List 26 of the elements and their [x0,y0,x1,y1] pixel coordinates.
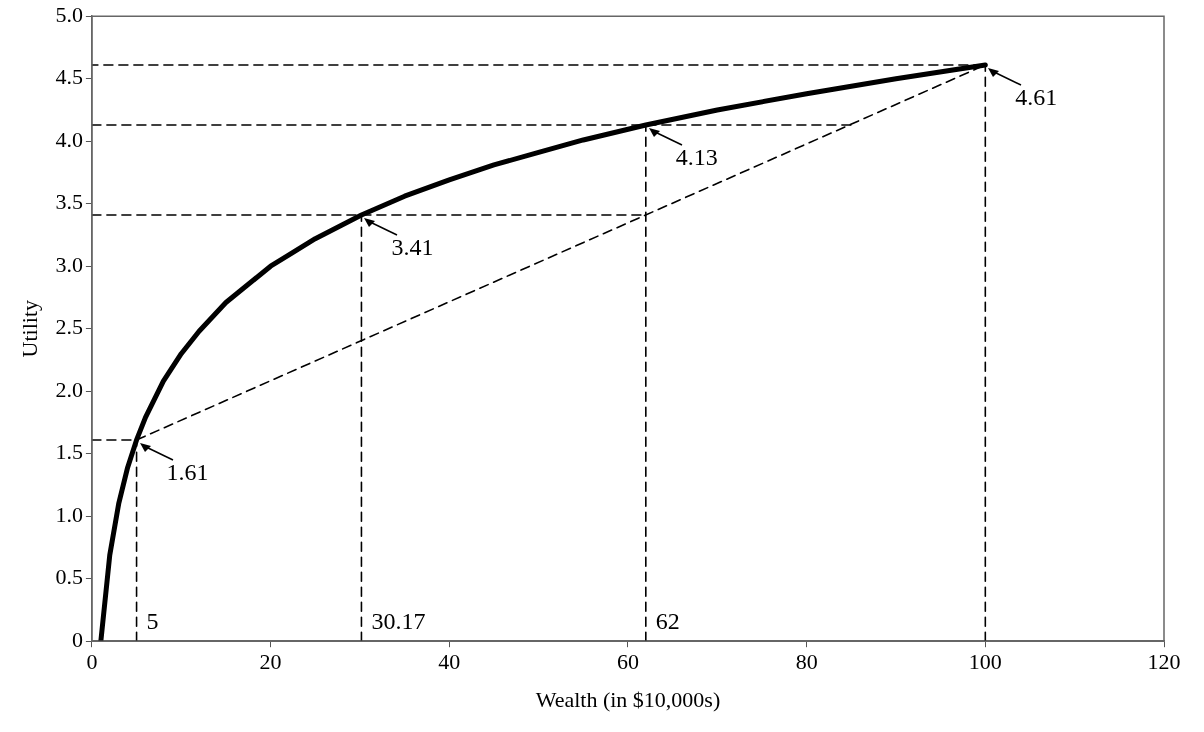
annotation: 1.61 [166,459,209,486]
y-axis-title: Utility [16,299,42,358]
x-tick-label: 120 [1147,649,1181,675]
y-tick-label: 2.0 [55,376,83,402]
x-tick-label: 40 [438,649,461,675]
y-tick-label: 4.5 [55,64,83,90]
y-tick-label: 0.5 [55,564,83,590]
y-tick-label: 1.5 [55,439,83,465]
y-tick-label: 3.0 [55,251,83,277]
annotation: 30.17 [371,608,426,635]
annotation: 5 [146,608,159,635]
annotation: 4.61 [1015,84,1058,111]
x-tick-label: 20 [259,649,282,675]
y-tick-label: 5.0 [55,1,83,27]
y-tick-label: 4.0 [55,126,83,152]
x-tick-label: 60 [616,649,639,675]
x-tick-label: 100 [968,649,1002,675]
y-tick-label: 3.5 [55,189,83,215]
y-tick-label: 0 [71,626,83,652]
annotation: 4.13 [675,144,718,171]
y-tick-label: 1.0 [55,501,83,527]
x-axis-title: Wealth (in $10,000s) [535,686,721,712]
x-tick-label: 80 [795,649,818,675]
annotation: 62 [655,608,680,635]
annotation: 3.41 [391,234,434,261]
y-tick-label: 2.5 [55,314,83,340]
